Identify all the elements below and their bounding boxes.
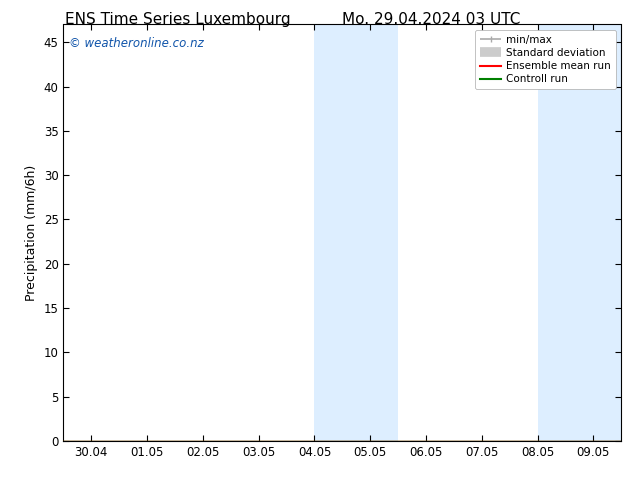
Text: ENS Time Series Luxembourg: ENS Time Series Luxembourg <box>65 12 290 27</box>
Bar <box>314 24 398 441</box>
Bar <box>538 24 621 441</box>
Y-axis label: Precipitation (mm/6h): Precipitation (mm/6h) <box>25 165 38 301</box>
Legend: min/max, Standard deviation, Ensemble mean run, Controll run: min/max, Standard deviation, Ensemble me… <box>475 30 616 90</box>
Text: Mo. 29.04.2024 03 UTC: Mo. 29.04.2024 03 UTC <box>342 12 521 27</box>
Text: © weatheronline.co.nz: © weatheronline.co.nz <box>69 37 204 50</box>
